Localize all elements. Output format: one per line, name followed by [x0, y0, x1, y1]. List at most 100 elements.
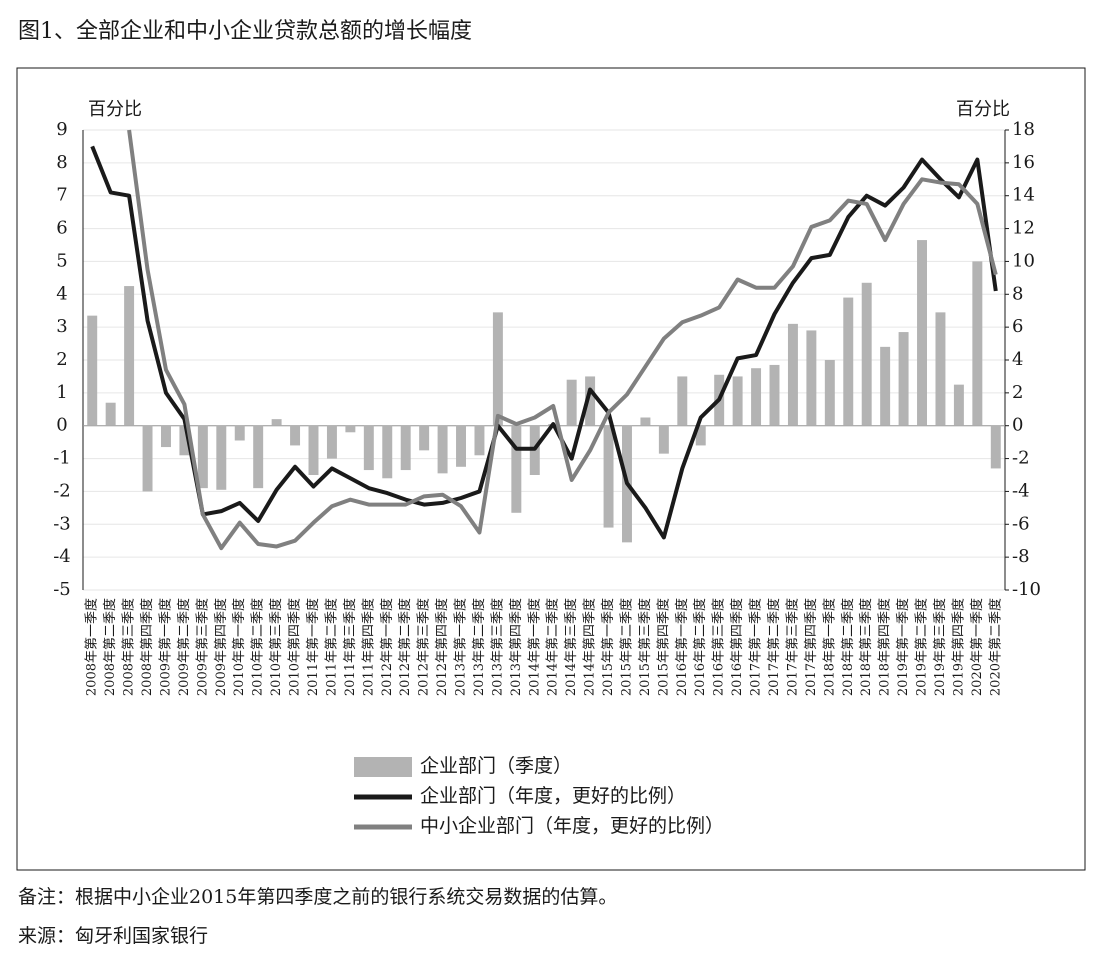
frame: [16, 67, 1086, 871]
x-tick-label: 2008年第三季度: [121, 598, 137, 696]
bar: [345, 425, 356, 433]
x-tick-label: 2010年第四季度: [287, 598, 303, 696]
y-tick-label: 2: [56, 349, 67, 370]
x-tick-label: 2017年第二季度: [766, 598, 782, 696]
x-tick-label: 2014年第三季度: [563, 598, 579, 696]
bar: [437, 425, 448, 474]
y2-tick-label: -4: [1012, 480, 1030, 501]
x-tick-label: 2009年第三季度: [194, 598, 210, 696]
x-tick-label: 2011年第四季度: [360, 598, 376, 696]
bar: [87, 315, 98, 426]
y2-tick-label: -8: [1012, 546, 1030, 567]
bar: [640, 417, 651, 426]
bar: [677, 376, 688, 426]
y-tick-label: -3: [53, 513, 71, 534]
x-tick-label: 2009年第二季度: [176, 598, 192, 696]
bar: [492, 312, 503, 426]
bar: [751, 368, 762, 426]
y2-tick-label: -6: [1012, 513, 1030, 534]
bar: [179, 425, 190, 456]
bar: [234, 425, 245, 441]
y2-tick-label: 16: [1012, 152, 1035, 173]
y2-tick-label: -10: [1012, 579, 1041, 600]
x-tick-label: 2010年第一季度: [231, 598, 247, 696]
y-tick-label: -5: [53, 579, 71, 600]
legend-label: 企业部门（年度，更好的比例）: [420, 785, 686, 807]
x-tick-label: 2011年第三季度: [342, 598, 358, 696]
note: 备注：根据中小企业2015年第四季度之前的银行系统交易数据的估算。: [18, 886, 617, 908]
bar: [326, 425, 337, 459]
line: [90, 145, 998, 540]
x-tick-label: 2016年第一季度: [674, 598, 690, 696]
x-tick-label: 2008年第四季度: [139, 598, 155, 696]
x-tick-label: 2009年第一季度: [157, 598, 173, 696]
x-tick-label: 2012年第四季度: [434, 598, 450, 696]
x-tick-label: 2019年第四季度: [950, 598, 966, 696]
y2-tick-label: 4: [1012, 349, 1023, 370]
bar: [419, 425, 430, 451]
y-tick-label: -4: [53, 546, 71, 567]
y-tick-label: 7: [56, 185, 67, 206]
x-tick-label: 2018年第二季度: [840, 598, 856, 696]
y2-tick-label: 10: [1012, 250, 1035, 271]
y2-tick-label: 2: [1012, 382, 1023, 403]
y2-tick-label: 0: [1012, 415, 1023, 436]
x-tick-label: 2013年第一季度: [453, 598, 469, 696]
line: [127, 129, 998, 551]
y-tick-label: -2: [53, 480, 71, 501]
legend-label: 企业部门（季度）: [420, 755, 572, 777]
x-tick-label: 2015年第一季度: [600, 598, 616, 696]
bar: [253, 425, 264, 489]
x-tick-label: 2008年第二季度: [102, 598, 118, 696]
bar: [732, 376, 743, 426]
y-tick-label: 3: [56, 316, 67, 337]
y-axis-label: 百分比: [88, 99, 142, 120]
y-tick-label: 9: [56, 119, 67, 140]
bar: [566, 379, 577, 426]
bar: [363, 425, 374, 471]
x-tick-label: 2013年第二季度: [471, 598, 487, 696]
x-tick-label: 2019年第二季度: [914, 598, 930, 696]
bar: [161, 425, 171, 448]
bar: [990, 425, 1001, 469]
y2-tick-label: 8: [1012, 283, 1023, 304]
x-tick-label: 2015年第四季度: [655, 598, 671, 696]
bar: [105, 402, 116, 426]
bar: [898, 332, 909, 426]
x-tick-label: 2011年第一季度: [305, 598, 321, 696]
x-tick-label: 2014年第二季度: [545, 598, 561, 696]
y2-tick-label: -2: [1012, 448, 1030, 469]
bar: [142, 425, 153, 492]
bar: [511, 425, 522, 513]
x-tick-label: 2015年第三季度: [637, 598, 653, 696]
x-tick-label: 2020年第二季度: [987, 598, 1003, 696]
bar: [271, 419, 282, 426]
x-tick-label: 2014年第四季度: [582, 598, 598, 696]
bar: [400, 425, 411, 471]
x-tick-label: 2009年第四季度: [213, 598, 229, 696]
y-tick-label: 0: [56, 415, 67, 436]
x-tick-label: 2017年第四季度: [803, 598, 819, 696]
y-tick-label: 1: [56, 382, 67, 403]
bar: [474, 425, 485, 456]
bar: [880, 346, 891, 426]
x-tick-label: 2016年第四季度: [729, 598, 745, 696]
bar: [308, 425, 319, 475]
bar: [972, 261, 983, 426]
x-tick-label: 2017年第三季度: [784, 598, 800, 696]
y-tick-label: 4: [56, 283, 67, 304]
bar: [124, 286, 135, 426]
bar: [603, 425, 614, 528]
x-tick-label: 2016年第三季度: [711, 598, 727, 696]
bar: [290, 425, 301, 446]
x-tick-label: 2012年第二季度: [397, 598, 413, 696]
bar: [953, 384, 964, 426]
x-tick-label: 2017年第一季度: [748, 598, 764, 696]
bar: [382, 425, 393, 479]
legend-swatch: [354, 757, 412, 777]
x-tick-label: 2012年第三季度: [416, 598, 432, 696]
x-tick-label: 2018年第一季度: [821, 598, 837, 696]
bar: [843, 297, 854, 426]
y-tick-label: -1: [53, 448, 71, 469]
x-tick-label: 2011年第二季度: [323, 598, 339, 696]
